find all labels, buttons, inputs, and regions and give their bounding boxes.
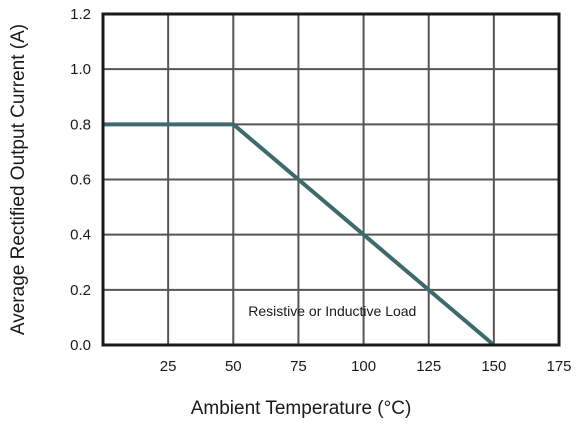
annotations: Resistive or Inductive Load [248, 303, 416, 319]
y-tick-label: 0.6 [70, 172, 91, 189]
x-tick-label: 75 [290, 358, 307, 375]
x-tick-labels: 25 50 75 100 125 150 175 [160, 358, 572, 375]
y-tick-label: 1.0 [70, 61, 91, 78]
series-layer [103, 122, 496, 347]
y-tick-label: 0.0 [70, 337, 91, 354]
annotation-label: Resistive or Inductive Load [248, 303, 416, 319]
x-tick-label: 175 [546, 358, 571, 375]
x-axis-title: Ambient Temperature (°C) [191, 398, 412, 419]
y-tick-labels: 0.0 0.2 0.4 0.6 0.8 1.0 1.2 [70, 6, 91, 354]
x-tick-label: 100 [351, 358, 376, 375]
plot-border [101, 12, 561, 347]
y-tick-label: 1.2 [70, 6, 91, 23]
series-line [103, 122, 496, 347]
y-tick-label: 0.4 [70, 227, 91, 244]
y-tick-label: 0.8 [70, 116, 91, 133]
plot-frame [101, 12, 561, 347]
grid-lines [103, 14, 559, 345]
x-tick-label: 25 [160, 358, 177, 375]
y-axis-title: Average Rectified Output Current (A) [8, 24, 29, 335]
x-tick-label: 50 [225, 358, 242, 375]
x-tick-label: 125 [416, 358, 441, 375]
y-tick-label: 0.2 [70, 282, 91, 299]
x-tick-label: 150 [481, 358, 506, 375]
